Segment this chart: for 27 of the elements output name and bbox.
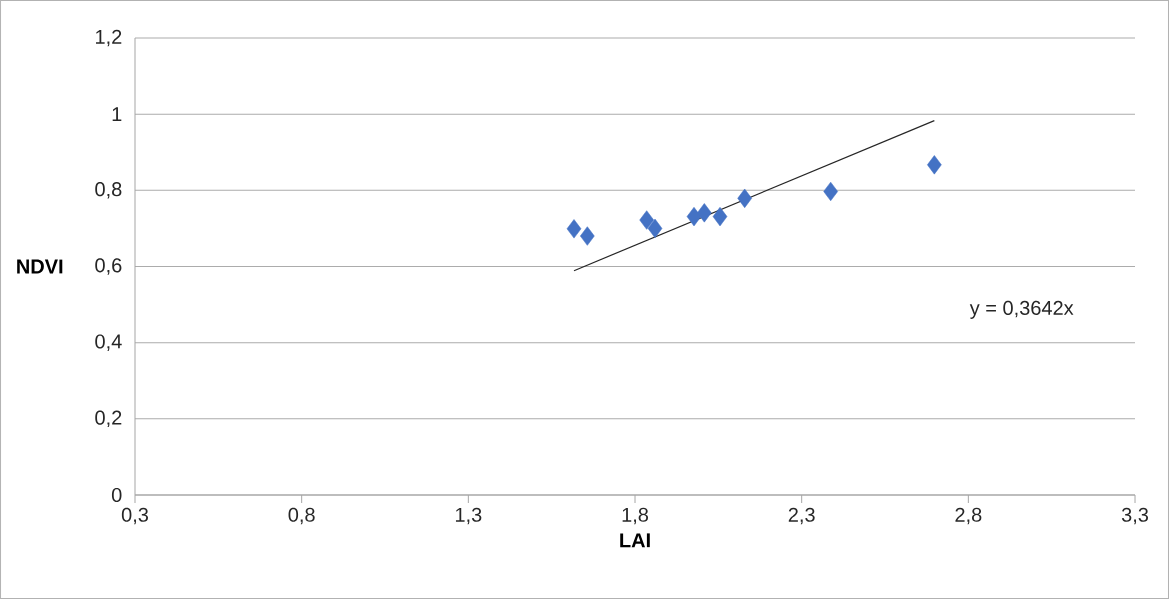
y-tick-label: 0,6: [95, 258, 122, 275]
x-tick-label: 2,3: [788, 507, 815, 525]
y-tick-label: 0,2: [95, 410, 122, 428]
point: [737, 188, 752, 208]
y-tick-label: 0,4: [95, 334, 122, 351]
point: [566, 219, 582, 239]
point: [712, 207, 728, 227]
x-tick-label: 1,8: [622, 507, 649, 525]
y-tick-label: 0,8: [95, 182, 122, 199]
x-tick-label: 0,8: [288, 507, 315, 525]
point: [823, 181, 838, 202]
y-axis-title: NDVI: [17, 259, 63, 274]
point: [927, 155, 942, 175]
point: [639, 210, 654, 230]
x-axis-title: LAI: [620, 533, 650, 548]
point: [686, 207, 702, 227]
y-tick-label: 1,2: [96, 29, 122, 47]
y-tick-label: 0: [111, 487, 122, 503]
point: [580, 226, 595, 246]
x-tick-label: 2,8: [955, 507, 982, 525]
x-tick-label: 3,3: [1121, 507, 1149, 525]
point: [697, 203, 712, 223]
point: [647, 218, 663, 239]
y-tick-label: 1: [112, 107, 122, 122]
x-tick-label: 0,3: [121, 507, 149, 525]
annotation: y = 0,3642x: [969, 300, 1074, 319]
x-tick-label: 1,3: [455, 507, 482, 525]
